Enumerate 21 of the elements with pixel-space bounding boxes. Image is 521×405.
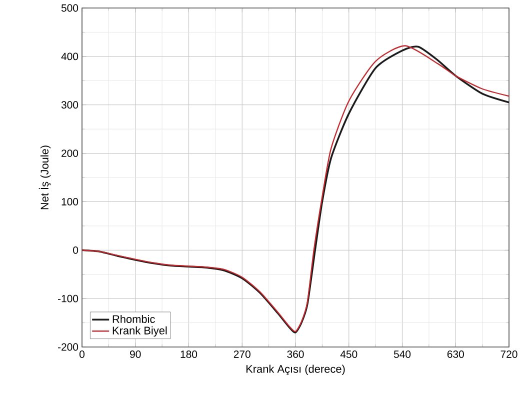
legend-label: Krank Biyel [112,326,167,337]
x-tick-label: 540 [394,350,411,358]
x-axis-title: Krank Açısı (derece) [246,364,345,376]
y-tick-label: -100 [58,294,78,302]
x-tick-label: 720 [500,350,518,358]
x-tick-label: 360 [287,350,304,358]
x-tick-label: 180 [180,350,198,358]
y-tick-label: 500 [61,4,78,12]
x-tick-label: 270 [234,350,250,358]
y-tick-label: -200 [58,343,78,351]
legend-label: Rhombic [112,314,155,323]
y-axis-title: Net İş (Joule) [38,146,51,210]
x-tick-label: 90 [130,350,141,358]
y-tick-label: 300 [61,101,78,109]
y-tick-label: 200 [62,150,78,157]
y-tick-label: 400 [61,52,78,60]
y-tick-label: 0 [73,246,78,254]
x-tick-label: 0 [80,350,84,358]
x-tick-label: 630 [447,350,464,358]
y-tick-label: 100 [62,198,78,206]
x-tick-label: 450 [340,350,358,358]
